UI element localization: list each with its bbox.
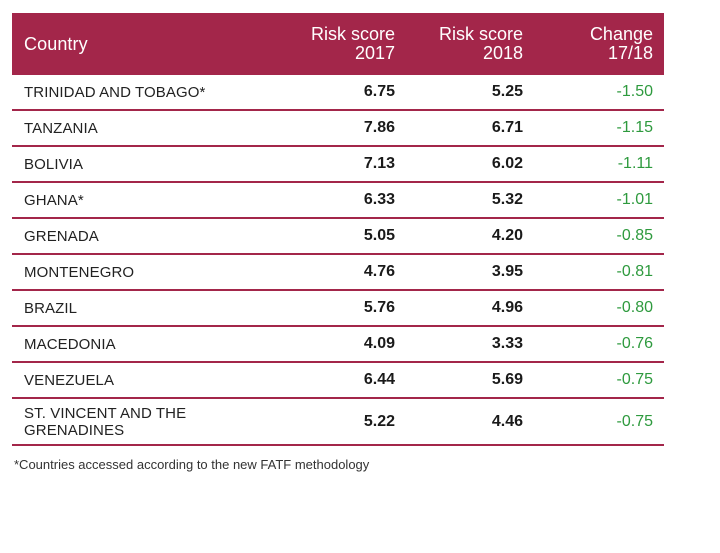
risk-2018-cell: 4.20: [491, 227, 523, 244]
table-body: TRINIDAD AND TOBAGO* 6.75 5.25 -1.50 TANZANI…: [12, 75, 664, 446]
header-change: Change 17/18: [589, 24, 653, 63]
change-cell: -1.50: [616, 83, 653, 100]
table-row: TRINIDAD AND TOBAGO* 6.75 5.25 -1.50: [12, 75, 664, 111]
change-cell: -0.75: [616, 412, 653, 430]
table-row: TANZANIA 7.86 6.71 -1.15: [12, 111, 664, 147]
risk-2017-cell: 7.13: [363, 155, 395, 172]
table-row: ST. VINCENT AND THE GRENADINES 5.22 4.46 -0…: [12, 399, 664, 446]
risk-2018-cell: 4.96: [491, 299, 523, 316]
change-cell: -1.11: [617, 155, 653, 172]
header-country: Country: [24, 33, 88, 54]
risk-2017-cell: 7.86: [363, 119, 395, 136]
country-cell: MACEDONIA: [24, 335, 116, 353]
risk-2017-cell: 4.76: [363, 263, 395, 280]
country-cell: GHANA*: [24, 191, 84, 209]
table-row: BOLIVIA 7.13 6.02 -1.11: [12, 147, 664, 183]
country-cell: TRINIDAD AND TOBAGO*: [24, 83, 206, 101]
table-row: BRAZIL 5.76 4.96 -0.80: [12, 291, 664, 327]
risk-2017-cell: 4.09: [363, 335, 395, 352]
risk-2018-cell: 6.02: [491, 155, 523, 172]
risk-score-table: Country Risk score 2017 Risk score 2018 …: [12, 13, 664, 446]
country-cell: BRAZIL: [24, 299, 78, 317]
risk-2018-cell: 3.95: [491, 263, 523, 280]
risk-2018-cell: 5.25: [491, 83, 523, 100]
country-cell: TANZANIA: [24, 119, 98, 137]
table-row: GHANA* 6.33 5.32 -1.01: [12, 183, 664, 219]
table-row: GRENADA 5.05 4.20 -0.85: [12, 219, 664, 255]
country-cell: ST. VINCENT AND THE GRENADINES: [24, 404, 187, 439]
table-row: VENEZUELA 6.44 5.69 -0.75: [12, 363, 664, 399]
header-risk-2018: Risk score 2018: [438, 24, 523, 63]
footnote: *Countries accessed according to the new…: [14, 457, 370, 472]
risk-2017-cell: 5.22: [363, 412, 395, 430]
risk-2017-cell: 6.44: [363, 371, 395, 388]
change-cell: -1.01: [616, 191, 653, 208]
change-cell: -0.81: [616, 263, 653, 280]
change-cell: -0.75: [616, 371, 653, 388]
country-cell: MONTENEGRO: [24, 263, 135, 281]
risk-2018-cell: 5.32: [491, 191, 523, 208]
country-cell: VENEZUELA: [24, 371, 115, 389]
header-risk-2017: Risk score 2017: [310, 24, 395, 63]
cut-off-paragraph: [14, 535, 18, 553]
risk-2018-cell: 3.33: [491, 335, 523, 352]
country-cell: GRENADA: [24, 227, 99, 245]
table-row: MACEDONIA 4.09 3.33 -0.76: [12, 327, 664, 363]
table-header: Country Risk score 2017 Risk score 2018 …: [12, 13, 664, 75]
country-cell: BOLIVIA: [24, 155, 84, 173]
change-cell: -1.15: [616, 119, 653, 136]
change-cell: -0.85: [616, 227, 653, 244]
risk-2017-cell: 6.33: [363, 191, 395, 208]
risk-2018-cell: 4.46: [491, 412, 523, 430]
risk-2017-cell: 5.05: [363, 227, 395, 244]
risk-2017-cell: 6.75: [363, 83, 395, 100]
change-cell: -0.76: [616, 335, 653, 352]
change-cell: -0.80: [616, 299, 653, 316]
risk-2017-cell: 5.76: [363, 299, 395, 316]
risk-2018-cell: 6.71: [491, 119, 523, 136]
table-row: MONTENEGRO 4.76 3.95 -0.81: [12, 255, 664, 291]
risk-2018-cell: 5.69: [491, 371, 523, 388]
